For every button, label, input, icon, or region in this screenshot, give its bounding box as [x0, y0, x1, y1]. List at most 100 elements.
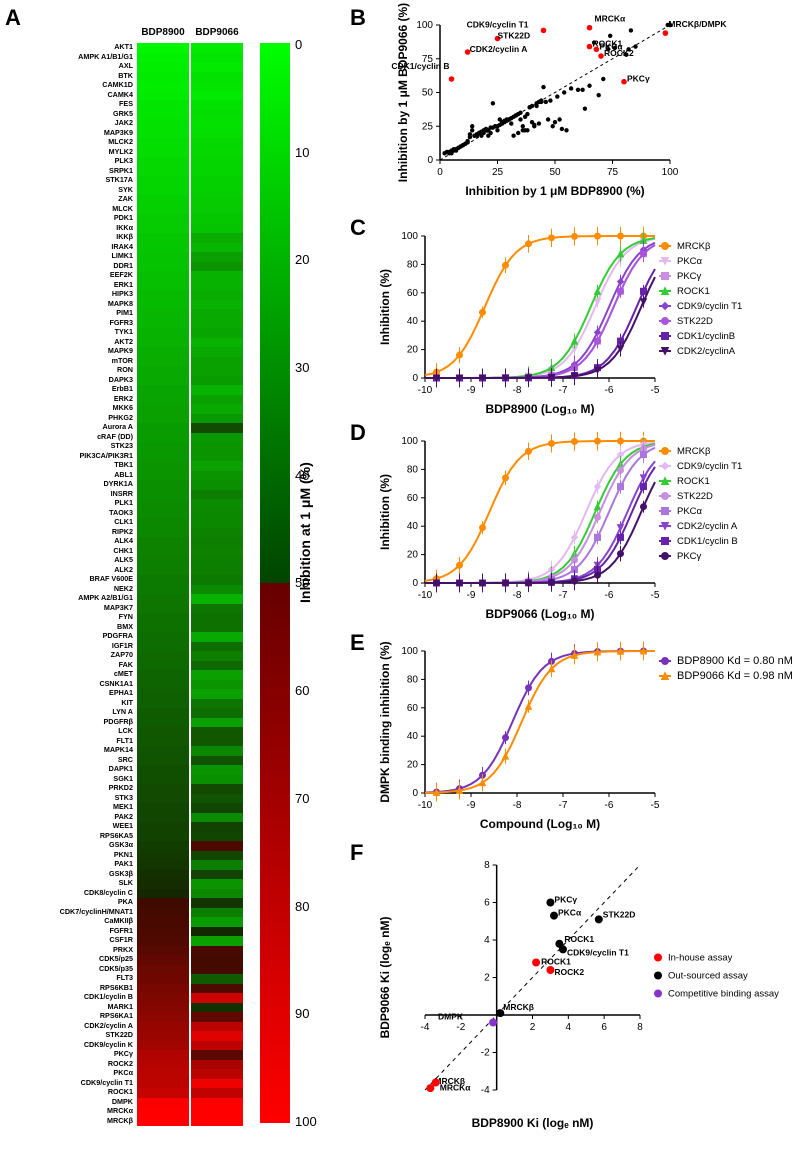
heatmap-cell — [137, 328, 189, 338]
heatmap-cell — [191, 1050, 243, 1060]
heatmap-cell — [191, 357, 243, 367]
kinase-row-label: PDGFRβ — [5, 718, 133, 728]
svg-text:4: 4 — [484, 935, 490, 946]
heatmap-cell — [191, 442, 243, 452]
heatmap-cell — [137, 737, 189, 747]
heatmap-cell — [137, 480, 189, 490]
svg-text:PKCα: PKCα — [558, 908, 582, 918]
kinase-row-label: MRCKβ — [5, 1117, 133, 1127]
heatmap-cell — [137, 708, 189, 718]
svg-text:25: 25 — [492, 167, 504, 178]
heatmap-cell — [137, 784, 189, 794]
panel-a-heatmap: AKT1AMPK A1/B1/G1AXLBTKCAMK1DCAMK4FESGRK… — [5, 5, 325, 1140]
heatmap-cell — [137, 556, 189, 566]
heatmap-cell — [137, 300, 189, 310]
heatmap-cell — [191, 385, 243, 395]
svg-text:-10: -10 — [418, 385, 433, 396]
heatmap-cell — [191, 974, 243, 984]
svg-text:-5: -5 — [651, 800, 660, 811]
heatmap-cell — [137, 746, 189, 756]
svg-text:-10: -10 — [418, 800, 433, 811]
svg-text:CDK9/cyclin T1: CDK9/cyclin T1 — [467, 19, 529, 29]
heatmap-cell — [137, 119, 189, 129]
svg-text:-7: -7 — [559, 800, 568, 811]
heatmap-cell — [191, 689, 243, 699]
svg-text:ROCK1: ROCK1 — [541, 957, 571, 967]
svg-text:-8: -8 — [513, 385, 522, 396]
svg-text:-10: -10 — [418, 590, 433, 601]
heatmap-cell — [137, 195, 189, 205]
svg-text:-6: -6 — [605, 385, 614, 396]
heatmap-cell — [191, 309, 243, 319]
heatmap-cell — [191, 195, 243, 205]
heatmap-cell — [191, 1031, 243, 1041]
kinase-row-label: INSRR — [5, 490, 133, 500]
heatmap-cell — [137, 309, 189, 319]
heatmap-cell — [137, 423, 189, 433]
colorbar-tick: 30 — [295, 360, 317, 375]
heatmap-cell — [137, 946, 189, 956]
heatmap-cell — [137, 594, 189, 604]
heatmap-cell — [191, 917, 243, 927]
svg-text:Competitive binding assay: Competitive binding assay — [668, 989, 779, 1000]
svg-text:-5: -5 — [651, 385, 660, 396]
svg-text:CDK1/cyclin B: CDK1/cyclin B — [677, 536, 738, 547]
svg-text:60: 60 — [407, 703, 419, 714]
heatmap-cell — [191, 984, 243, 994]
heatmap-cell — [191, 642, 243, 652]
svg-text:PKCγ: PKCγ — [627, 74, 650, 84]
svg-text:6: 6 — [484, 898, 490, 909]
svg-text:ROCK1: ROCK1 — [677, 286, 710, 297]
heatmap-cell — [137, 518, 189, 528]
heatmap-cell — [191, 566, 243, 576]
panel-e-binding: 020406080100-10-9-8-7-6-5BDP8900 Kd = 0.… — [375, 643, 790, 833]
heatmap-cell — [137, 214, 189, 224]
svg-text:40: 40 — [407, 731, 419, 742]
heatmap-cell — [191, 176, 243, 186]
heatmap-cell — [191, 110, 243, 120]
colorbar-tick: 10 — [295, 145, 317, 160]
svg-text:STK22D: STK22D — [498, 31, 531, 41]
heatmap-cell — [137, 670, 189, 680]
svg-text:-9: -9 — [467, 385, 476, 396]
heatmap-cell — [191, 746, 243, 756]
svg-text:PKCγ: PKCγ — [677, 271, 702, 282]
heatmap-cell — [191, 509, 243, 519]
heatmap-cell — [137, 965, 189, 975]
kinase-row-label: IKKα — [5, 224, 133, 234]
heatmap-cell — [191, 499, 243, 509]
svg-text:20: 20 — [407, 760, 419, 771]
svg-text:50: 50 — [422, 88, 434, 99]
heatmap-cell — [191, 404, 243, 414]
heatmap-cell — [137, 870, 189, 880]
kinase-row-label: MAPK8 — [5, 300, 133, 310]
heatmap-cell — [137, 794, 189, 804]
heatmap-cell — [191, 784, 243, 794]
colorbar-tick: 0 — [295, 37, 317, 52]
svg-text:PKCγ: PKCγ — [677, 551, 702, 562]
heatmap-cell — [191, 157, 243, 167]
heatmap-cell — [191, 870, 243, 880]
heatmap-cell — [191, 832, 243, 842]
svg-text:-6: -6 — [605, 590, 614, 601]
svg-text:-9: -9 — [467, 800, 476, 811]
heatmap-cell — [137, 509, 189, 519]
svg-text:4: 4 — [566, 1022, 572, 1033]
heatmap-cell — [191, 803, 243, 813]
colorbar-tick: 80 — [295, 899, 317, 914]
heatmap-cell — [191, 775, 243, 785]
svg-text:ROCK1: ROCK1 — [677, 476, 710, 487]
heatmap-cell — [137, 984, 189, 994]
heatmap-cell — [137, 974, 189, 984]
svg-text:MRCKα: MRCKα — [595, 14, 626, 24]
heatmap-cell — [191, 167, 243, 177]
heatmap-cell — [137, 537, 189, 547]
svg-text:-6: -6 — [605, 800, 614, 811]
heatmap-cell — [191, 537, 243, 547]
svg-text:40: 40 — [407, 316, 419, 327]
heatmap-cell — [137, 632, 189, 642]
svg-text:0: 0 — [412, 578, 418, 589]
heatmap-cell — [191, 148, 243, 158]
heatmap-cell — [191, 651, 243, 661]
heatmap-cell — [191, 680, 243, 690]
